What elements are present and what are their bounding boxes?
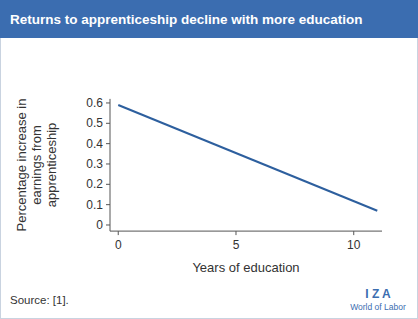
y-tick	[106, 163, 110, 164]
title: Returns to apprenticeship decline with m…	[10, 12, 363, 27]
y-axis-label-line: apprenticeship	[44, 123, 59, 208]
brand-logo: I Z A	[365, 287, 391, 301]
y-tick	[106, 204, 110, 205]
y-axis-label: Percentage increase inearnings fromappre…	[14, 99, 59, 232]
x-tick	[235, 231, 236, 235]
x-tick-label: 10	[347, 238, 361, 252]
data-line	[118, 105, 377, 211]
y-tick-label: 0	[96, 218, 103, 232]
plot-data	[118, 105, 377, 211]
brand-name: World of Labor	[350, 302, 406, 312]
y-tick	[106, 102, 110, 103]
chart: Returns to apprenticeship decline with m…	[0, 0, 418, 319]
y-tick-label: 0.3	[86, 157, 103, 171]
background	[1, 1, 418, 319]
header-band	[0, 0, 418, 38]
y-tick-label: 0.2	[86, 177, 103, 191]
x-tick-label: 5	[233, 238, 240, 252]
source: Source: [1].	[10, 294, 69, 306]
x-tick	[118, 231, 119, 235]
y-tick	[106, 224, 110, 225]
x-tick-label: 0	[115, 238, 122, 252]
y-tick-label: 0.1	[86, 198, 103, 212]
x-tick	[353, 231, 354, 235]
x-axis	[110, 231, 382, 232]
y-tick	[106, 184, 110, 185]
y-tick	[106, 143, 110, 144]
y-axis	[110, 99, 111, 231]
y-tick-label: 0.6	[86, 96, 103, 110]
y-tick-label: 0.5	[86, 116, 103, 130]
y-axis-label-line: Percentage increase in	[14, 99, 29, 232]
y-tick	[106, 123, 110, 124]
x-axis-label: Years of education	[192, 260, 299, 275]
y-axis-label-line: earnings from	[29, 125, 44, 204]
y-tick-label: 0.4	[86, 137, 103, 151]
